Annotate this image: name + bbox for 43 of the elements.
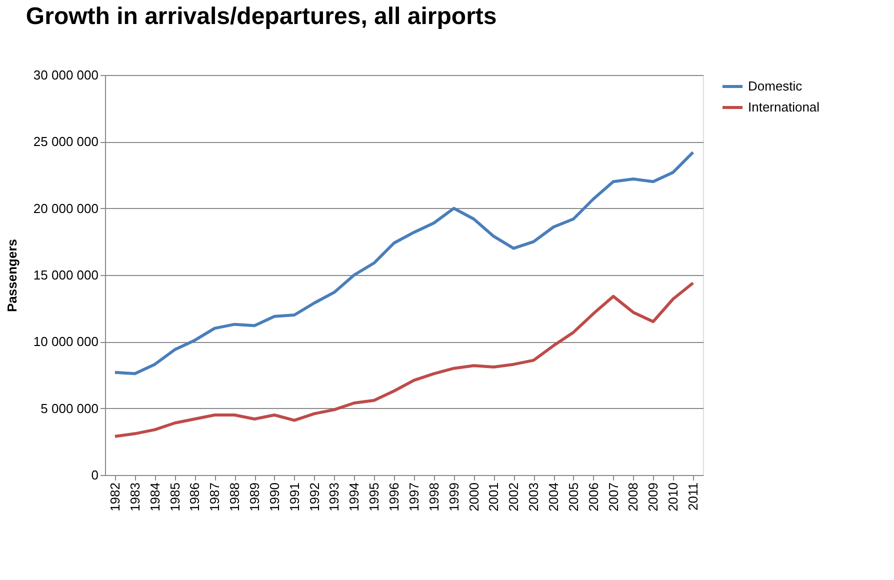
chart-title: Growth in arrivals/departures, all airports bbox=[26, 3, 497, 30]
x-tick-label: 2011 bbox=[686, 482, 701, 510]
x-tick-label: 2000 bbox=[466, 482, 482, 512]
x-tick-label: 1998 bbox=[426, 482, 442, 512]
y-tick-label: 30 000 000 bbox=[33, 68, 98, 82]
x-tick-label: 1985 bbox=[167, 482, 182, 512]
x-tick-label: 2010 bbox=[666, 482, 681, 512]
x-tick-label: 2002 bbox=[506, 482, 522, 512]
x-tick-label: 2008 bbox=[626, 482, 641, 512]
line-series bbox=[113, 150, 695, 376]
x-tick-label: 1987 bbox=[207, 482, 222, 512]
y-tick-label: 15 000 000 bbox=[33, 268, 98, 282]
y-tick-label: 0 bbox=[91, 468, 98, 482]
x-tick-label: 1988 bbox=[227, 482, 242, 512]
legend-label: Domestic bbox=[748, 78, 803, 94]
x-tick-label: 2005 bbox=[566, 482, 581, 512]
x-tick-label: 1994 bbox=[346, 482, 362, 512]
x-tick-label: 1989 bbox=[247, 482, 262, 512]
y-axis-title: Passengers bbox=[4, 239, 20, 312]
x-tick-label: 1983 bbox=[127, 482, 142, 512]
x-tick-label: 2001 bbox=[486, 482, 502, 512]
x-tick-label: 2004 bbox=[546, 482, 561, 512]
y-tick-label: 25 000 000 bbox=[33, 134, 98, 150]
x-tick-label: 1999 bbox=[446, 482, 462, 512]
x-tick-label: 1982 bbox=[107, 482, 122, 512]
y-tick-label: 5 000 000 bbox=[40, 400, 98, 416]
x-tick-label: 1993 bbox=[326, 482, 342, 512]
x-tick-label: 1995 bbox=[366, 482, 382, 512]
x-tick-label: 1990 bbox=[266, 482, 282, 512]
x-tick-label: 2006 bbox=[586, 482, 601, 512]
x-tick-label: 1986 bbox=[187, 482, 202, 512]
x-tick-label: 1992 bbox=[306, 482, 322, 512]
x-tick-label: 2003 bbox=[526, 482, 542, 512]
x-tick-label: 1997 bbox=[406, 482, 422, 512]
x-tick-label: 1991 bbox=[286, 482, 302, 512]
y-tick-label: 20 000 000 bbox=[33, 200, 98, 216]
x-tick-label: 2007 bbox=[606, 482, 621, 512]
y-tick-label: 10 000 000 bbox=[33, 334, 98, 350]
x-tick-label: 1984 bbox=[147, 482, 162, 512]
line-series bbox=[113, 282, 695, 438]
x-tick-label: 1996 bbox=[386, 482, 402, 512]
legend-label: International bbox=[748, 100, 820, 114]
x-tick-label: 2009 bbox=[646, 482, 661, 512]
